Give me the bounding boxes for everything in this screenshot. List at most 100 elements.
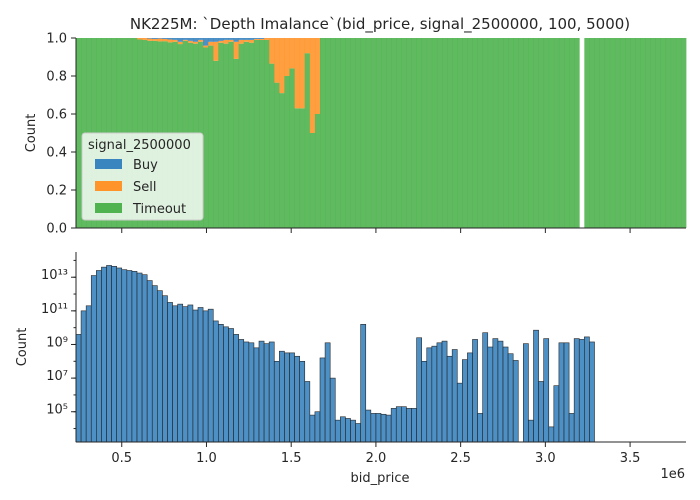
chart-title: NK225M: `Depth Imalance`(bid_price, sign… <box>130 15 630 34</box>
count-bar-8 <box>116 267 123 443</box>
bar-timeout-96 <box>564 38 570 228</box>
count-bar-83 <box>497 340 504 443</box>
bar-timeout-56 <box>360 38 367 228</box>
count-bar-5 <box>101 266 107 443</box>
count-bar-79 <box>477 413 483 443</box>
bar-timeout-82 <box>492 38 499 228</box>
bar-timeout-32 <box>238 43 245 229</box>
count-bar-45 <box>304 381 311 443</box>
count-bar-70 <box>431 345 438 443</box>
bar-sell-29 <box>223 39 229 44</box>
bar-buy-35 <box>253 38 260 39</box>
bar-timeout-117 <box>670 38 677 228</box>
top-y-tick-label-1: 0.2 <box>46 184 67 199</box>
bar-sell-24 <box>198 39 204 42</box>
count-bar-19 <box>172 305 178 443</box>
count-bar-25 <box>202 310 209 443</box>
count-bar-37 <box>263 343 270 443</box>
bar-sell-47 <box>314 38 321 114</box>
bar-timeout-83 <box>497 38 504 228</box>
count-bar-17 <box>162 295 168 443</box>
count-bar-76 <box>462 359 468 443</box>
bar-timeout-66 <box>411 38 417 228</box>
count-bar-0 <box>75 334 82 443</box>
bar-timeout-33 <box>243 41 250 228</box>
bar-sell-30 <box>228 39 234 42</box>
count-bar-22 <box>187 304 194 443</box>
bar-sell-36 <box>259 38 265 40</box>
count-bar-57 <box>365 409 372 443</box>
bar-timeout-112 <box>645 38 651 228</box>
count-bar-56 <box>360 324 367 443</box>
bar-timeout-68 <box>421 38 428 228</box>
bar-timeout-48 <box>320 38 326 228</box>
bar-timeout-62 <box>391 38 397 228</box>
count-bar-36 <box>258 340 265 443</box>
count-bar-69 <box>426 347 433 443</box>
bar-sell-12 <box>137 38 143 40</box>
bar-timeout-43 <box>294 108 301 228</box>
count-bar-9 <box>121 269 128 443</box>
bar-timeout-51 <box>335 38 341 228</box>
bar-timeout-53 <box>345 38 351 228</box>
count-bar-78 <box>472 339 478 443</box>
bar-timeout-39 <box>274 82 280 229</box>
count-bar-74 <box>451 349 458 443</box>
legend-title: signal_2500000 <box>88 138 191 153</box>
count-bar-18 <box>167 302 173 443</box>
count-bar-48 <box>319 357 326 443</box>
bar-sell-37 <box>264 38 270 40</box>
bar-timeout-114 <box>655 38 661 228</box>
bar-timeout-58 <box>370 38 377 228</box>
bar-timeout-72 <box>442 38 448 228</box>
bar-timeout-102 <box>594 38 600 228</box>
bar-timeout-108 <box>625 38 631 228</box>
count-bar-40 <box>279 350 285 443</box>
bar-timeout-91 <box>538 38 545 228</box>
count-bar-59 <box>375 413 382 443</box>
count-bar-86 <box>512 360 519 443</box>
count-bar-7 <box>111 265 117 443</box>
bar-timeout-92 <box>543 38 550 228</box>
legend: signal_2500000 Buy Sell Timeout <box>81 132 204 221</box>
bar-timeout-44 <box>299 108 306 228</box>
bar-timeout-110 <box>635 38 641 228</box>
count-bars <box>75 265 595 443</box>
bar-buy-24 <box>198 38 204 40</box>
top-y-tick-label-0: 0.0 <box>46 222 67 237</box>
count-bar-39 <box>273 360 280 443</box>
bar-buy-30 <box>228 38 234 40</box>
bar-timeout-86 <box>513 38 519 228</box>
count-bar-14 <box>146 280 153 443</box>
bar-buy-15 <box>152 38 158 39</box>
bar-timeout-47 <box>314 114 321 228</box>
count-bar-52 <box>340 416 346 443</box>
bottom-y-label: Count <box>15 328 30 367</box>
count-bar-89 <box>528 419 534 443</box>
count-bar-82 <box>492 338 499 443</box>
count-bar-47 <box>314 411 321 443</box>
bar-sell-40 <box>279 38 285 94</box>
bar-timeout-30 <box>228 41 234 228</box>
bar-timeout-77 <box>467 38 473 228</box>
bar-buy-32 <box>238 38 245 40</box>
bar-sell-39 <box>274 38 280 83</box>
bar-timeout-57 <box>365 38 372 228</box>
count-bar-34 <box>248 342 255 443</box>
count-bar-33 <box>243 341 250 443</box>
count-bar-43 <box>294 355 300 443</box>
bar-timeout-73 <box>447 38 453 228</box>
bottom-x-label: bid_price <box>351 471 410 486</box>
bar-buy-29 <box>223 38 229 40</box>
count-bar-2 <box>85 305 92 443</box>
bar-sell-13 <box>142 38 148 40</box>
count-bar-90 <box>533 329 539 443</box>
bar-timeout-52 <box>340 38 346 228</box>
count-bar-81 <box>487 346 494 443</box>
bar-buy-17 <box>162 38 168 39</box>
bar-timeout-87 <box>518 38 524 228</box>
count-histogram: 0.5 1.0 1.5 2.0 2.5 3.0 3.5 10⁵10⁷10⁹10¹¹10¹³ … <box>15 252 686 486</box>
bar-timeout-116 <box>665 38 672 228</box>
bar-sell-41 <box>284 38 290 76</box>
bar-timeout-94 <box>553 38 560 228</box>
